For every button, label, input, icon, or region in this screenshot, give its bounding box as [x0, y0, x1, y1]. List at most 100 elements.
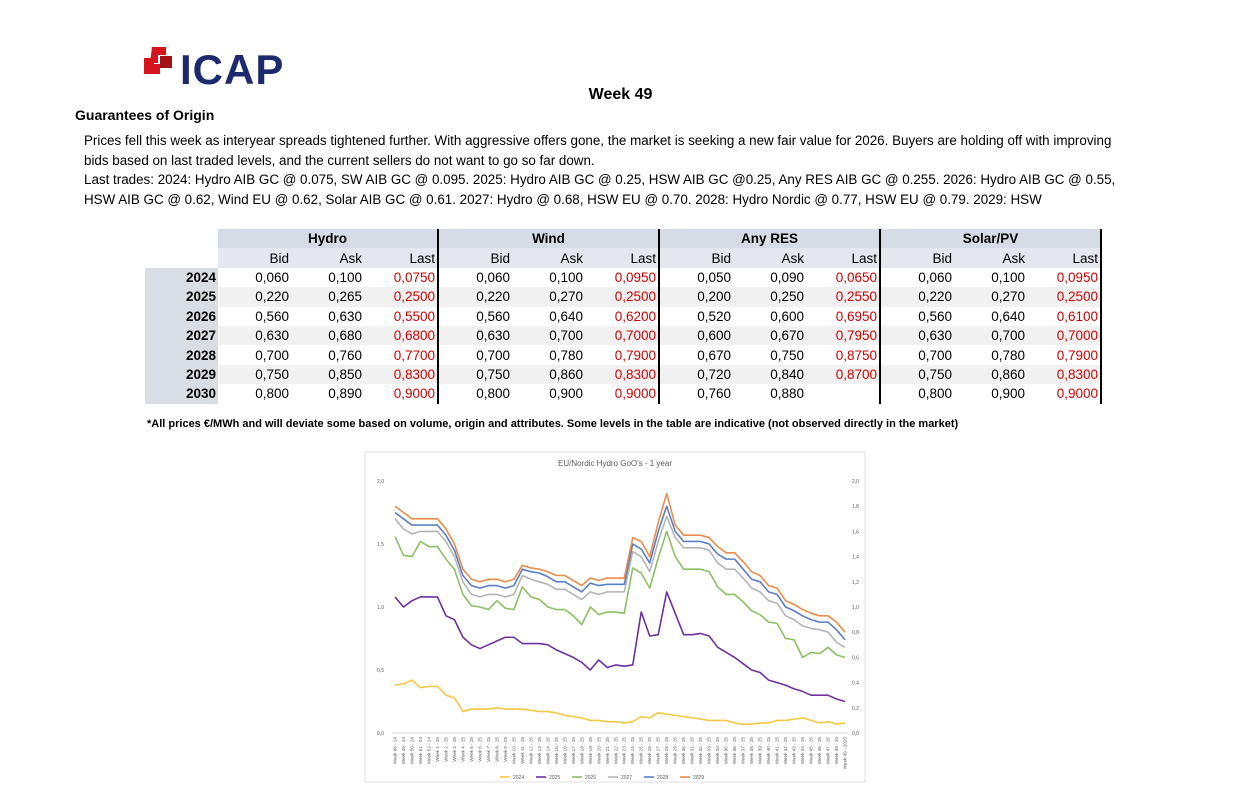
table-row: 2028 0,700 0,760 0,7700 0,700 0,780 0,7900 0,67… [145, 345, 1102, 365]
x-tick-label: Week 47 - 25 [826, 737, 831, 765]
column-header: Bid [218, 248, 291, 268]
cell: 0,6100 [1027, 306, 1102, 326]
cell: 0,060 [437, 267, 512, 288]
y-tick-label: 0,5 [377, 668, 384, 674]
cell: 0,7900 [1027, 345, 1102, 365]
cell: 0,860 [954, 364, 1027, 385]
cell: 0,270 [954, 287, 1027, 307]
x-tick-label: Week 49 - 24 [401, 737, 406, 765]
cell: 0,2500 [364, 287, 438, 307]
cell: 0,630 [879, 325, 954, 346]
cell: 0,640 [549, 308, 583, 324]
cell: 0,900 [549, 386, 583, 402]
cell: 0,7950 [806, 325, 880, 346]
cell: 0,700 [255, 347, 289, 363]
y2-tick-label: 1,0 [852, 605, 859, 611]
group-header: Solar/PV [879, 229, 1102, 249]
cell: 0,8750 [835, 347, 877, 363]
cell: 0,800 [879, 384, 954, 404]
column-header: Last [364, 248, 438, 268]
cell: 0,700 [954, 325, 1027, 346]
cell: 0,6800 [364, 325, 438, 346]
legend-label: 2027 [621, 775, 632, 781]
x-tick-label: Week 49 - 2025 [843, 737, 848, 770]
y2-tick-label: 1,4 [852, 555, 859, 561]
cell: 0,100 [549, 269, 583, 285]
cell: 0,6950 [835, 308, 877, 324]
x-tick-label: Week 28 - 25 [664, 737, 669, 765]
corner [145, 248, 218, 267]
cell: 0,7700 [393, 347, 435, 363]
x-tick-label: Week 26 - 25 [647, 737, 652, 765]
column-header: Bid [437, 248, 512, 268]
legend-label: 2026 [585, 775, 596, 781]
x-tick-label: Week 23 - 25 [622, 737, 627, 765]
cell: 0,640 [991, 308, 1025, 324]
x-tick-label: Week 4 - 25 [460, 737, 465, 762]
row-header: 2030 [145, 384, 218, 404]
cell: 0,750 [218, 364, 291, 385]
cell: 0,220 [879, 287, 954, 307]
column-header: Bid [879, 248, 954, 268]
table-row: 2029 0,750 0,850 0,8300 0,750 0,860 0,8300 0,72… [145, 364, 1102, 385]
paragraph: Last trades: 2024: Hydro AIB GC @ 0.075,… [84, 172, 1116, 207]
x-tick-label: Week 13 - 25 [537, 737, 542, 765]
cell: 0,9000 [393, 386, 435, 402]
x-tick-label: Week 48 - 25 [834, 737, 839, 765]
column-header: Ask [291, 248, 364, 268]
cell: 0,700 [879, 345, 954, 365]
x-tick-label: Week 2 - 25 [443, 737, 448, 762]
cell: 0,750 [437, 364, 512, 385]
table-row: 2030 0,800 0,890 0,9000 0,800 0,900 0,9000 0,76… [145, 384, 1102, 404]
x-tick-label: Week 42 - 25 [783, 737, 788, 765]
cell: 0,2500 [585, 287, 659, 307]
x-tick-label: Week 46 - 25 [817, 737, 822, 765]
row-header: 2024 [145, 267, 218, 288]
x-tick-label: Week 1 - 25 [435, 737, 440, 762]
cell: 0,100 [328, 269, 362, 285]
cell: 0,890 [328, 386, 362, 402]
x-tick-label: Week 20 - 25 [596, 737, 601, 765]
x-tick-label: Week 11 - 25 [520, 737, 525, 764]
x-tick-label: Week 18 - 25 [579, 737, 584, 765]
section-title: Guarantees of Origin [75, 107, 215, 123]
cell: 0,8300 [1027, 364, 1102, 385]
cell: 0,800 [437, 384, 512, 404]
x-tick-label: Week 21 - 25 [605, 737, 610, 765]
cell: 0,840 [733, 364, 806, 385]
cell: 0,630 [218, 325, 291, 346]
series-line [394, 679, 846, 725]
cell: 0,800 [255, 386, 289, 402]
column-header: Last [585, 248, 659, 268]
x-tick-label: Week 17 - 25 [571, 737, 576, 765]
y2-tick-label: 0,2 [852, 706, 859, 712]
price-table: Hydro Wind Any RES Solar/PV Bid Ask Last Bid Ask… [145, 229, 1102, 404]
legend-label: 2028 [657, 775, 668, 781]
y2-tick-label: 0,6 [852, 655, 859, 661]
cell: 0,880 [770, 386, 804, 402]
x-tick-label: Week 10 - 25 [511, 737, 516, 765]
cell: 0,670 [733, 325, 806, 346]
x-tick-label: Week 41 - 25 [775, 737, 780, 765]
x-tick-label: Week 25 - 25 [639, 737, 644, 765]
series-line [394, 515, 846, 649]
x-tick-label: Week 3 - 25 [452, 737, 457, 762]
title: Week 49 [588, 86, 653, 103]
group-header: Any RES [658, 229, 880, 249]
cell: 0,520 [658, 306, 733, 326]
cell: 0,750 [879, 364, 954, 385]
x-tick-label: Week 8 - 25 [494, 737, 499, 762]
cell: 0,630 [328, 308, 362, 324]
legend-label: 2029 [693, 775, 704, 781]
x-tick-label: Week 44 - 25 [800, 737, 805, 765]
cell: 0,100 [991, 269, 1025, 285]
cell: 0,8700 [806, 364, 880, 385]
legend-label: 2025 [549, 775, 560, 781]
cell: 0,0950 [1027, 267, 1102, 288]
cell: 0,600 [658, 325, 733, 346]
x-tick-label: Week 35 - 25 [724, 737, 729, 765]
row-header: 2025 [145, 287, 218, 307]
column-header: Last [806, 248, 880, 268]
